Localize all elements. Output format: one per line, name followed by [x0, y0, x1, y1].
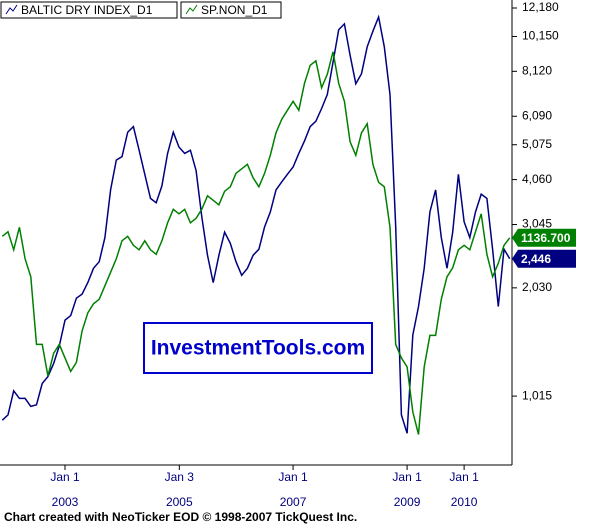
legend-label: SP.NON_D1	[201, 3, 268, 17]
x-tick-label: Jan 1	[278, 470, 308, 484]
y-tick-label: 4,060	[522, 172, 552, 186]
legend-icon	[185, 4, 198, 15]
end-label-box	[512, 249, 576, 268]
x-tick-year: 2007	[280, 495, 307, 509]
end-label: 2,446	[521, 252, 551, 266]
x-tick-label: Jan 1	[392, 470, 422, 484]
legend-box	[180, 1, 282, 19]
y-tick-label: 10,150	[522, 29, 559, 43]
x-tick-year: 2010	[451, 495, 478, 509]
legend-label: BALTIC DRY INDEX_D1	[21, 3, 153, 17]
legend: BALTIC DRY INDEX_D1 SP.NON_D1	[0, 1, 282, 19]
y-tick-label: 6,090	[522, 108, 552, 122]
legend-box	[0, 1, 178, 19]
series-line	[1, 51, 511, 435]
end-label: 1136.700	[521, 231, 571, 245]
y-tick-label: 8,120	[522, 63, 552, 77]
watermark-box	[143, 322, 373, 374]
legend-icon	[5, 4, 18, 15]
x-tick-label: Jan 1	[50, 470, 80, 484]
y-tick-label: 5,075	[522, 137, 552, 151]
y-tick-label: 3,045	[522, 217, 552, 231]
watermark: InvestmentTools.com	[151, 337, 365, 360]
series-line	[1, 14, 511, 434]
x-tick-year: 2005	[166, 495, 193, 509]
y-tick-label: 12,180	[522, 0, 559, 14]
x-tick-year: 2009	[394, 495, 421, 509]
x-tick-label: Jan 1	[449, 470, 479, 484]
x-tick-year: 2003	[52, 495, 79, 509]
y-tick-label: 1,015	[522, 388, 552, 402]
x-tick-label: Jan 3	[165, 470, 195, 484]
end-label-box	[512, 228, 576, 247]
footer: Chart created with NeoTicker EOD © 1998-…	[4, 510, 357, 524]
y-tick-label: 2,030	[522, 280, 552, 294]
